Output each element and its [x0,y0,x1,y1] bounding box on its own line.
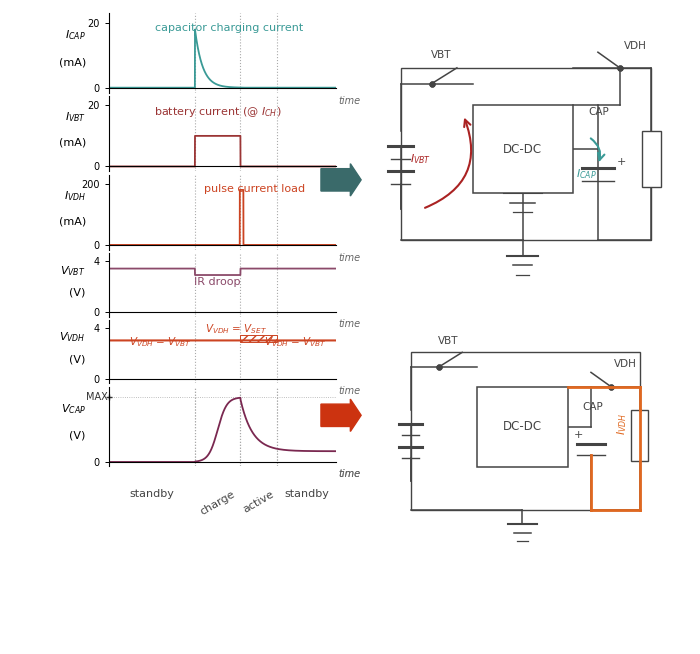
Text: standby: standby [130,489,174,498]
Text: active: active [241,489,276,514]
Text: CAP: CAP [589,107,609,117]
Bar [631,409,648,461]
Text: $V_{CAP}$: $V_{CAP}$ [61,402,85,416]
Text: battery current (@ $I_{CH}$): battery current (@ $I_{CH}$) [154,105,281,119]
Text: VBT: VBT [431,50,452,60]
FancyArrow shape [321,164,361,196]
Text: +: + [617,157,626,167]
Text: $V_{VBT}$: $V_{VBT}$ [60,264,85,278]
Text: DC-DC: DC-DC [503,421,542,433]
Text: (V): (V) [69,431,85,441]
Text: (V): (V) [69,354,85,364]
FancyArrowPatch shape [425,120,471,208]
Text: VDH: VDH [614,358,637,369]
Text: IR droop: IR droop [195,277,241,286]
Bar [473,105,573,193]
Bar [241,336,277,342]
Text: time: time [338,253,360,263]
Text: $V_{VDH}$ = $V_{SET}$: $V_{VDH}$ = $V_{SET}$ [205,322,267,336]
Text: $I_{VBT}$: $I_{VBT}$ [64,111,85,124]
Text: time: time [338,319,360,329]
Text: VBT: VBT [438,336,458,346]
Text: (mA): (mA) [59,138,85,148]
Text: standby: standby [284,489,329,498]
Text: charge: charge [199,489,237,517]
Text: VDH: VDH [624,41,647,51]
Text: $I_{CAP}$: $I_{CAP}$ [65,29,85,43]
Text: +: + [574,430,583,440]
Text: (V): (V) [69,287,85,298]
FancyArrow shape [321,399,361,432]
Bar [400,68,651,240]
Text: (mA): (mA) [59,216,85,226]
Text: $V_{VDH}$ = $V_{VBT}$: $V_{VDH}$ = $V_{VBT}$ [130,335,192,349]
Text: capacitor charging current: capacitor charging current [155,23,303,33]
Bar [411,353,640,509]
Text: $V_{VDH}$ = $V_{VBT}$: $V_{VDH}$ = $V_{VBT}$ [264,335,326,349]
Text: $I_{VDH}$: $I_{VDH}$ [64,189,85,203]
Text: time: time [338,470,360,479]
Text: pulse current load: pulse current load [204,184,304,194]
Text: (mA): (mA) [59,58,85,67]
Text: time: time [338,175,360,184]
Text: time: time [338,386,360,396]
Text: CAP: CAP [582,402,603,411]
Text: $V_{VDH}$: $V_{VDH}$ [60,331,85,345]
Bar [642,131,661,187]
Text: $I_{VDH}$: $I_{VDH}$ [615,413,629,435]
Text: MAX: MAX [85,392,107,402]
Text: $I_{CAP}$: $I_{CAP}$ [576,167,596,181]
Text: DC-DC: DC-DC [503,143,542,156]
Text: time: time [338,96,360,106]
FancyArrowPatch shape [591,139,604,160]
Text: $I_{VBT}$: $I_{VBT}$ [410,152,431,165]
Text: time: time [338,470,360,479]
Bar [477,387,568,467]
